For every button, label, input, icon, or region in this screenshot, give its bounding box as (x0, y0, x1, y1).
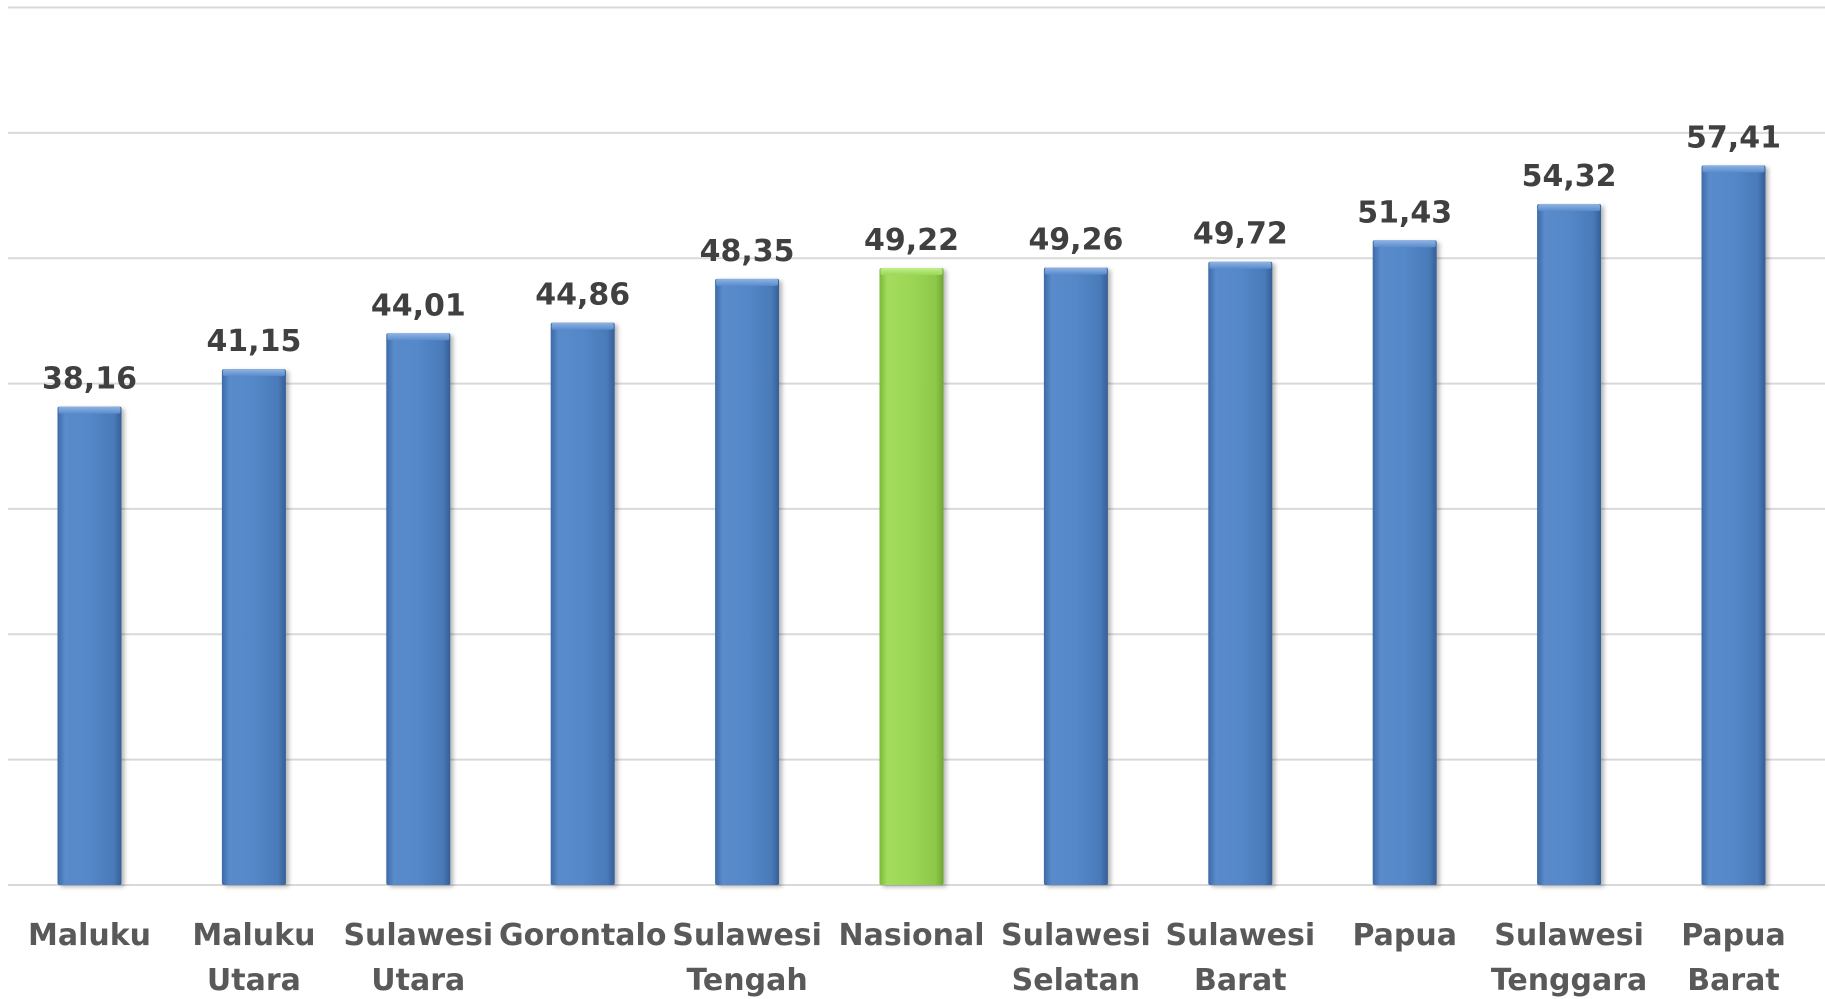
bar-body (550, 322, 615, 886)
bar-bevel (551, 322, 614, 330)
category-label-line: Tenggara (1491, 963, 1647, 998)
category-label: Gorontalo (499, 918, 666, 953)
data-label: 44,01 (371, 288, 466, 323)
category-label: Sulawesi Tenggara (1491, 918, 1647, 998)
bar (1701, 165, 1766, 885)
category-label: Papua (1352, 918, 1457, 953)
bar-bevel (1209, 261, 1272, 269)
category-label-line: Maluku (28, 918, 151, 953)
data-label: 41,15 (206, 324, 301, 359)
bar (550, 322, 615, 886)
data-label: 49,22 (864, 223, 959, 258)
bar-bevel (880, 267, 943, 275)
category-label: Sulawesi Barat (1165, 918, 1315, 998)
bar (221, 369, 286, 885)
category-label-line: Sulawesi (672, 918, 822, 953)
bar (386, 333, 451, 885)
category-label-line: Papua (1352, 918, 1457, 953)
bar-body (715, 278, 780, 886)
category-label-line: Utara (371, 963, 465, 998)
bar-bevel (222, 369, 285, 377)
data-label: 48,35 (700, 234, 795, 269)
bar-bevel (1044, 267, 1107, 275)
data-label: 57,41 (1686, 120, 1781, 155)
category-label-line: Tengah (686, 963, 807, 998)
category-label: Sulawesi Selatan (1001, 918, 1151, 998)
bar-bevel (387, 333, 450, 341)
bar-bevel (1702, 165, 1765, 173)
bar-body (1043, 267, 1108, 885)
bar-bevel (716, 278, 779, 286)
bar (715, 278, 780, 886)
category-label-line: Utara (207, 963, 301, 998)
bar-body (1372, 240, 1437, 885)
category-label: Nasional (839, 918, 985, 953)
bar (57, 406, 122, 885)
category-label-line: Gorontalo (499, 918, 666, 953)
bar (1208, 261, 1273, 886)
category-label: Papua Barat (1681, 918, 1786, 998)
bar-body (221, 369, 286, 885)
bar-body (1537, 204, 1602, 885)
bar-bevel (58, 406, 121, 414)
bar (1043, 267, 1108, 885)
category-label-line: Nasional (839, 918, 985, 953)
category-label-line: Sulawesi (343, 918, 493, 953)
data-label: 49,26 (1028, 222, 1123, 257)
bar-bevel (1373, 240, 1436, 248)
bar-bevel (1538, 204, 1601, 212)
data-label: 54,32 (1522, 159, 1617, 194)
category-label-line: Barat (1687, 963, 1780, 998)
data-labels: 38,16 41,15 44,01 44,86 48,35 49,22 49,26 49,72… (42, 120, 1781, 396)
category-label-line: Sulawesi (1165, 918, 1315, 953)
category-label-line: Maluku (192, 918, 315, 953)
bar-body (386, 333, 451, 885)
category-label: Maluku Utara (192, 918, 315, 998)
category-label: Maluku (28, 918, 151, 953)
category-label-line: Sulawesi (1001, 918, 1151, 953)
category-label-line: Selatan (1012, 963, 1140, 998)
category-label: Sulawesi Tengah (672, 918, 822, 998)
category-label-line: Papua (1681, 918, 1786, 953)
data-label: 49,72 (1193, 217, 1288, 252)
bar (879, 267, 944, 885)
data-label: 38,16 (42, 362, 137, 397)
bars (57, 165, 1766, 886)
data-label: 51,43 (1357, 195, 1452, 230)
category-label-line: Sulawesi (1494, 918, 1644, 953)
bar-body (57, 406, 122, 885)
bar-body (1701, 165, 1766, 885)
bar-body (1208, 261, 1273, 886)
bar-highlight-body (879, 267, 944, 885)
bar (1537, 204, 1602, 885)
category-label: Sulawesi Utara (343, 918, 493, 998)
category-label-line: Barat (1194, 963, 1287, 998)
data-label: 44,86 (535, 278, 630, 313)
bar (1372, 240, 1437, 885)
